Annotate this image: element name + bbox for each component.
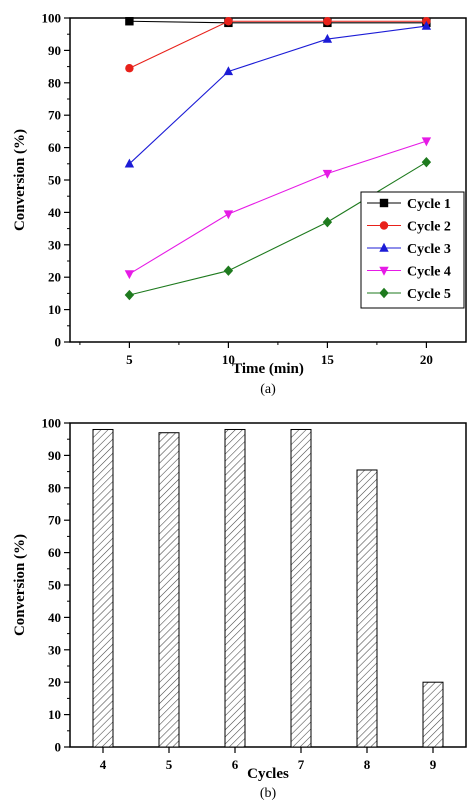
bar — [290, 428, 312, 748]
data-point — [124, 158, 135, 168]
chart-a-ticks: 0 10 20 30 40 50 60 70 80 90 100 5 10 15 20 — [42, 11, 433, 368]
series-line — [129, 140, 427, 275]
bar — [422, 681, 444, 748]
x-tick-label: 5 — [166, 757, 173, 772]
y-tick-label: 50 — [48, 173, 61, 188]
chart-a-legend: Cycle 1 Cycle 2 Cycle 3 Cycle 4 Cycle 5 — [360, 191, 465, 309]
y-tick-label: 40 — [48, 610, 61, 625]
data-point — [323, 17, 332, 26]
y-tick-label: 10 — [48, 707, 61, 722]
y-tick-label: 90 — [48, 448, 61, 463]
y-tick-label: 0 — [55, 740, 62, 755]
x-tick-label: 9 — [430, 757, 437, 772]
y-tick-label: 0 — [55, 335, 62, 350]
data-point — [125, 64, 134, 73]
x-tick-label: 6 — [232, 757, 239, 772]
chart-b: 0 10 20 30 40 50 60 70 80 90 100 4 5 6 7 8 9 Conversion … — [12, 416, 467, 801]
chart-b-ylabel: Conversion (%) — [12, 534, 28, 636]
data-point — [223, 210, 234, 220]
y-tick-label: 10 — [48, 302, 61, 317]
x-tick-label: 7 — [298, 757, 305, 772]
bar — [92, 428, 114, 748]
data-point — [224, 17, 233, 26]
chart-a-xlabel: Time (min) — [232, 361, 304, 377]
y-tick-label: 50 — [48, 578, 61, 593]
series-line — [129, 20, 427, 24]
x-tick-label: 15 — [321, 352, 335, 367]
y-tick-label: 100 — [42, 416, 62, 431]
series-line — [129, 20, 427, 69]
y-tick-label: 40 — [48, 205, 61, 220]
y-tick-label: 30 — [48, 642, 61, 657]
bar — [224, 428, 246, 748]
legend-label: Cycle 1 — [407, 197, 451, 212]
data-point — [125, 17, 134, 26]
x-tick-label: 5 — [126, 352, 133, 367]
y-tick-label: 30 — [48, 237, 61, 252]
y-tick-label: 20 — [48, 270, 61, 285]
data-point — [322, 216, 333, 228]
y-tick-label: 100 — [42, 11, 62, 26]
y-tick-label: 80 — [48, 75, 61, 90]
bar — [356, 469, 378, 748]
x-tick-label: 8 — [364, 757, 371, 772]
y-tick-label: 60 — [48, 140, 61, 155]
data-point — [223, 265, 234, 276]
data-point — [421, 156, 432, 168]
legend-label: Cycle 2 — [407, 220, 451, 235]
y-tick-label: 60 — [48, 545, 61, 560]
chart-a-series — [124, 17, 432, 301]
legend-marker — [379, 266, 389, 276]
legend-label: Cycle 3 — [407, 242, 451, 257]
legend-marker — [379, 221, 389, 230]
x-tick-label: 20 — [420, 352, 433, 367]
data-point — [421, 20, 432, 30]
chart-b-xlabel: Cycles — [247, 766, 289, 782]
y-tick-label: 80 — [48, 480, 61, 495]
legend-label: Cycle 5 — [407, 287, 451, 302]
legend-marker — [379, 242, 389, 252]
data-point — [124, 270, 135, 280]
y-tick-label: 20 — [48, 675, 61, 690]
legend-label: Cycle 4 — [407, 265, 451, 280]
chart-b-caption: (b) — [260, 786, 277, 801]
legend-marker — [379, 287, 389, 299]
y-tick-label: 90 — [48, 43, 61, 58]
chart-b-plot-frame — [69, 422, 467, 748]
y-tick-label: 70 — [48, 108, 61, 123]
x-tick-label: 4 — [100, 757, 107, 772]
legend-marker — [379, 198, 389, 208]
chart-b-bars — [92, 428, 444, 748]
data-point — [421, 137, 432, 147]
chart-a-ylabel: Conversion (%) — [12, 129, 28, 231]
data-point — [124, 289, 135, 301]
data-point — [322, 33, 333, 43]
x-tick-label: 10 — [222, 352, 235, 367]
series-line — [129, 25, 427, 165]
y-tick-label: 70 — [48, 513, 61, 528]
bar — [158, 432, 180, 748]
data-point — [223, 66, 234, 76]
chart-a-caption: (a) — [260, 382, 276, 397]
data-point — [322, 169, 333, 179]
chart-b-ticks: 0 10 20 30 40 50 60 70 80 90 100 4 5 6 7 8 9 — [42, 416, 437, 773]
chart-a-legend-box — [360, 191, 465, 309]
chart-a: 0 10 20 30 40 50 60 70 80 90 100 5 10 15 20 Conversion… — [12, 11, 467, 397]
